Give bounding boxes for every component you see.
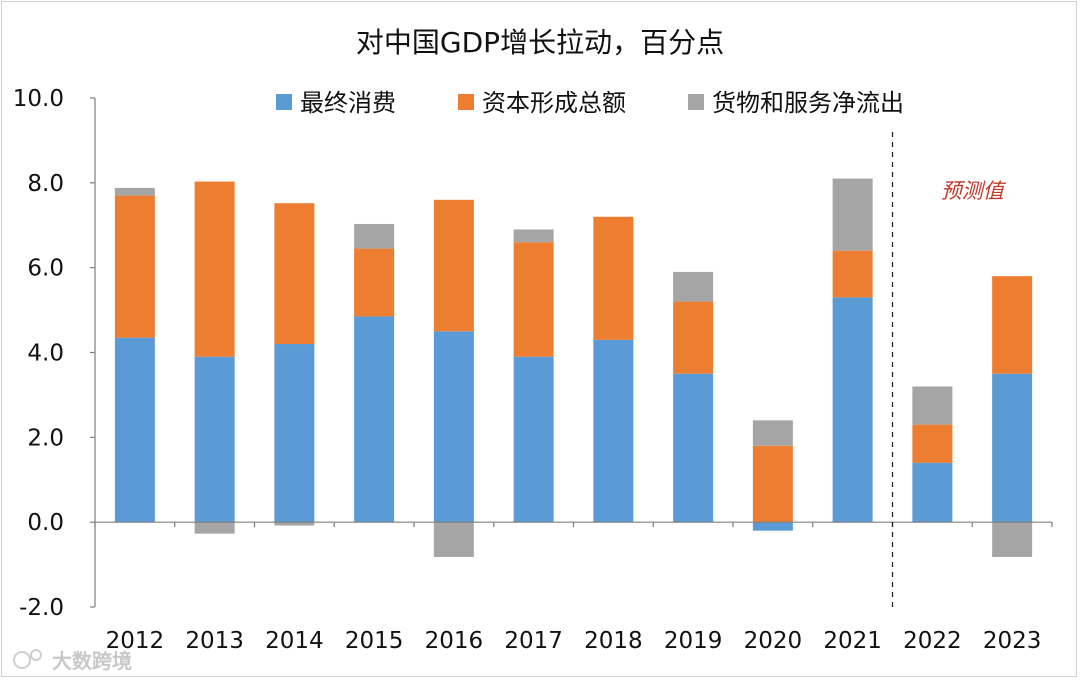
forecast-label: 预测值 — [941, 179, 1007, 203]
bar-segment-2016-s2 — [433, 522, 474, 557]
bar-segment-2015-s2 — [354, 223, 395, 249]
bar-segment-2014-s2 — [274, 522, 315, 526]
bar-segment-2013-s1 — [194, 181, 235, 357]
y-tick-label: 4.0 — [27, 341, 64, 367]
bar-segment-2015-s0 — [354, 316, 395, 523]
x-axis: 2012 2013 2014 2015 2016 2017 2018 2019 2020 2021… — [94, 521, 1053, 654]
bar-segment-2023-s2 — [992, 522, 1033, 557]
bar-segment-2012-s0 — [114, 337, 155, 523]
bar-segment-2022-s2 — [912, 386, 953, 425]
bar-segment-2022-s0 — [912, 462, 953, 523]
x-tick-label: 2016 — [425, 628, 484, 654]
x-tick-label: 2018 — [584, 628, 643, 654]
bar-segment-2017-s1 — [513, 242, 554, 357]
watermark-text: 大数跨境 — [52, 649, 132, 673]
forecast-marker: 预测值 — [891, 132, 1007, 607]
bar-segment-2015-s1 — [354, 248, 395, 317]
bar-segment-2019-s0 — [673, 373, 714, 523]
legend-swatch-1 — [458, 94, 474, 110]
bar-segment-2016-s1 — [433, 199, 474, 332]
legend-swatch-2 — [688, 94, 704, 110]
bar-segment-2013-s0 — [194, 356, 235, 523]
bar-segment-2017-s0 — [513, 356, 554, 523]
y-axis: -2.0 0.0 2.0 4.0 6.0 8.0 10.0 — [13, 86, 96, 621]
bar-segment-2020-s2 — [752, 420, 793, 446]
bar-segment-2018-s0 — [593, 339, 634, 523]
chart-title: 对中国GDP增长拉动，百分点 — [356, 26, 724, 59]
bar-segment-2019-s1 — [673, 301, 714, 374]
x-tick-label: 2023 — [983, 628, 1042, 654]
legend-label-2: 货物和服务净流出 — [712, 89, 904, 117]
y-tick-label: 6.0 — [27, 256, 64, 282]
x-tick-label: 2013 — [185, 628, 244, 654]
bar-segment-2021-s2 — [832, 178, 873, 251]
y-tick-label: 0.0 — [27, 510, 64, 536]
bar-segment-2014-s0 — [274, 344, 315, 523]
x-tick-label: 2012 — [106, 628, 165, 654]
bar-segment-2021-s1 — [832, 250, 873, 298]
legend-label-1: 资本形成总额 — [482, 89, 626, 117]
x-tick-label: 2014 — [265, 628, 324, 654]
bars — [114, 178, 1033, 557]
x-tick-label: 2022 — [903, 628, 962, 654]
bar-segment-2012-s2 — [114, 187, 155, 196]
bar-segment-2014-s1 — [274, 203, 315, 345]
bar-segment-2019-s2 — [673, 271, 714, 302]
legend-label-0: 最终消费 — [300, 89, 396, 117]
x-tick-label: 2020 — [744, 628, 803, 654]
bar-segment-2013-s2 — [194, 522, 235, 534]
y-tick-label: 8.0 — [27, 171, 64, 197]
bar-segment-2023-s1 — [992, 276, 1033, 374]
bar-segment-2022-s1 — [912, 424, 953, 463]
x-tick-label: 2017 — [504, 628, 563, 654]
bar-segment-2020-s1 — [752, 445, 793, 523]
bar-segment-2018-s1 — [593, 216, 634, 340]
x-tick-label: 2019 — [664, 628, 723, 654]
bar-segment-2023-s0 — [992, 373, 1033, 523]
bar-segment-2017-s2 — [513, 229, 554, 243]
legend-swatch-0 — [276, 94, 292, 110]
y-tick-label: -2.0 — [19, 595, 64, 621]
x-tick-label: 2015 — [345, 628, 404, 654]
bar-segment-2012-s1 — [114, 195, 155, 338]
bar-segment-2020-s0 — [752, 522, 793, 531]
x-tick-label: 2021 — [823, 628, 882, 654]
bar-segment-2016-s0 — [433, 331, 474, 523]
y-tick-label: 10.0 — [13, 86, 64, 112]
bar-segment-2021-s0 — [832, 297, 873, 523]
watermark-logo-icon — [13, 649, 42, 669]
legend: 最终消费 资本形成总额 货物和服务净流出 — [276, 89, 904, 117]
y-tick-label: 2.0 — [27, 425, 64, 451]
